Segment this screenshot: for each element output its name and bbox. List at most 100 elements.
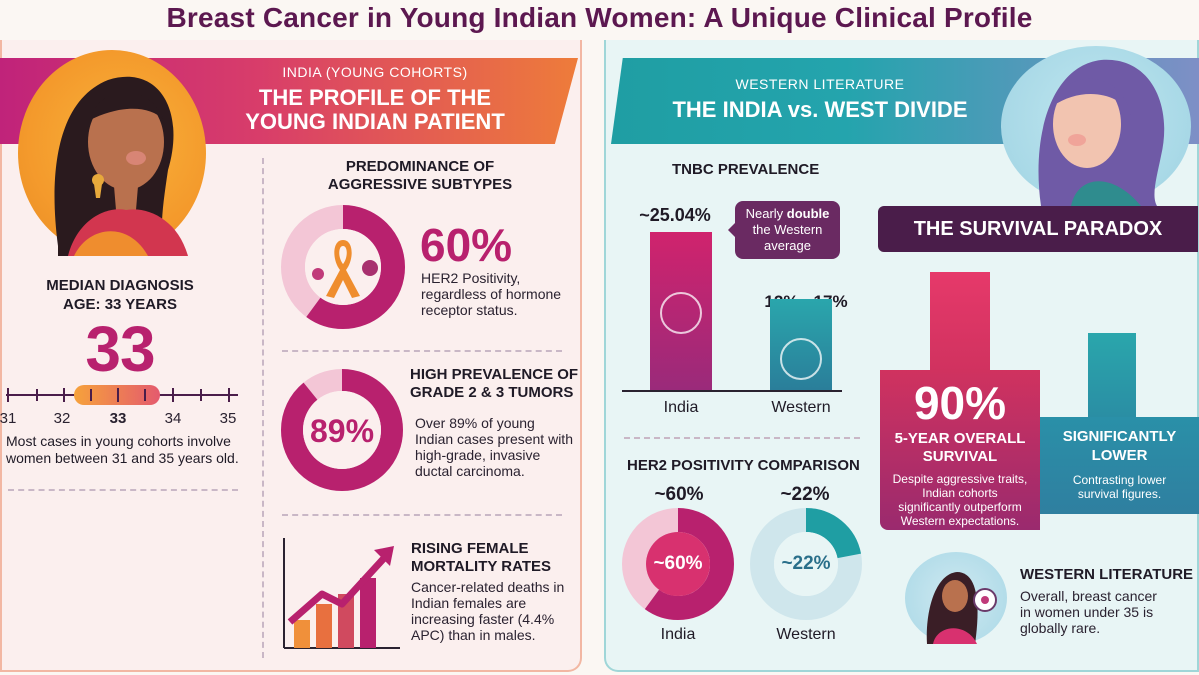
woman-portrait-icon	[1038, 59, 1165, 206]
tick-mark	[172, 388, 174, 402]
survival-west-line2: LOWER	[1091, 447, 1148, 464]
tick-mark	[117, 388, 119, 402]
her2-india-label: India	[660, 626, 696, 643]
her2-india-value: ~60%	[654, 484, 704, 505]
her2-west-value: ~22%	[780, 484, 830, 505]
age-tick-label: 32	[53, 410, 71, 427]
cell-icon	[312, 268, 324, 280]
cell-icon	[362, 260, 378, 276]
age-tick-label: 35	[219, 410, 237, 427]
left-heading-line1: THE PROFILE OF THE	[258, 85, 492, 110]
left-banner-text: INDIA (YOUNG COHORTS) THE PROFILE OF THE…	[200, 64, 550, 134]
median-age-value: 33	[85, 313, 155, 385]
divider	[282, 350, 562, 352]
median-line2: AGE: 33 YEARS	[63, 296, 177, 313]
age-range-scale: 31 32 33 34 35	[0, 384, 238, 432]
tick-mark	[36, 389, 38, 401]
donut-fill	[622, 508, 734, 620]
tick-mark	[7, 388, 9, 402]
tnbc-callout: Nearly double the Western average	[735, 201, 840, 259]
survival-india-value: 90%	[913, 377, 1007, 429]
divider	[8, 489, 238, 491]
grade-heading: HIGH PREVALENCE OF GRADE 2 & 3 TUMORS	[410, 366, 580, 402]
donut-fill	[750, 508, 862, 620]
grade-heading-line1: HIGH PREVALENCE OF	[410, 366, 579, 383]
tnbc-india-label: India	[663, 399, 699, 416]
her2-west-donut	[750, 508, 862, 620]
mortality-heading: RISING FEMALE MORTALITY RATES	[411, 540, 581, 576]
grade-value: 89%	[309, 413, 375, 449]
subtypes-donut-chart	[281, 205, 405, 329]
her2-west-inner: ~22%	[781, 553, 831, 574]
her2-india-donut	[622, 508, 734, 620]
callout-pointer	[728, 222, 736, 238]
grade-donut-chart	[281, 369, 403, 491]
tick-mark	[200, 389, 202, 401]
survival-paradox-banner: THE SURVIVAL PARADOX	[878, 206, 1198, 252]
subtypes-body: HER2 Positivity, regardless of hormone r…	[421, 270, 562, 318]
donut-center	[646, 532, 710, 596]
left-heading-line2: YOUNG INDIAN PATIENT	[245, 109, 505, 134]
tnbc-heading: TNBC PREVALENCE	[672, 161, 820, 178]
right-banner-text: WESTERN LITERATURE THE INDIA vs. WEST DI…	[640, 76, 1000, 122]
median-line1: MEDIAN DIAGNOSIS	[46, 277, 194, 294]
grade-heading-line2: GRADE 2 & 3 TUMORS	[410, 384, 574, 401]
right-kicker: WESTERN LITERATURE	[735, 76, 905, 92]
callout-text: the Western	[752, 222, 823, 237]
her2-west-label: Western	[776, 626, 836, 643]
divider	[282, 514, 562, 516]
left-kicker: INDIA (YOUNG COHORTS)	[282, 64, 468, 80]
donut-fill	[281, 369, 403, 491]
median-diagnosis-heading: MEDIAN DIAGNOSIS AGE: 33 YEARS	[20, 276, 220, 314]
divider	[624, 437, 860, 439]
age-note: Most cases in young cohorts involve wome…	[6, 433, 239, 466]
callout-text: Nearly	[745, 206, 784, 221]
age-tick-label: 33	[109, 410, 127, 427]
tick-mark	[90, 389, 92, 401]
researcher-icon	[926, 572, 997, 644]
donut-center	[774, 532, 838, 596]
cell-cluster-icon	[780, 338, 822, 380]
western-woman-avatar	[1001, 46, 1191, 206]
survival-india-body: Despite aggressive traits, Indian cohort…	[892, 472, 1028, 528]
tnbc-west-label: Western	[771, 399, 831, 416]
survival-india-card: 90% 5-YEAR OVERALL SURVIVAL Despite aggr…	[880, 370, 1040, 530]
mortality-body: Cancer-related deaths in Indian females …	[411, 579, 565, 643]
survival-west-body: Contrasting lower survival figures.	[1072, 473, 1167, 501]
callout-text: average	[764, 238, 811, 253]
mortality-heading-line2: MORTALITY RATES	[411, 558, 551, 575]
survival-india-line2: SURVIVAL	[922, 448, 998, 465]
page-title: Breast Cancer in Young Indian Women: A U…	[166, 2, 1033, 33]
survival-india-bar-top	[930, 272, 990, 372]
tnbc-india-value: ~25.04%	[639, 205, 711, 225]
survival-west-card: SIGNIFICANTLY LOWER Contrasting lower su…	[1040, 417, 1199, 514]
cell-cluster-icon	[660, 292, 702, 334]
tnbc-baseline	[622, 390, 842, 392]
rising-bars-icon	[283, 538, 400, 649]
right-heading: THE INDIA vs. WEST DIVIDE	[672, 97, 968, 122]
woman-microscope-icon	[905, 552, 1007, 644]
age-tick-label: 34	[164, 410, 182, 427]
age-tick-label: 31	[0, 410, 17, 427]
her2-heading: HER2 POSITIVITY COMPARISON	[627, 457, 860, 474]
subtypes-value: 60%	[420, 219, 513, 271]
her2-india-inner: ~60%	[653, 553, 703, 574]
survival-west-line1: SIGNIFICANTLY	[1062, 428, 1177, 445]
western-literature-body: Overall, breast cancer in women under 35…	[1020, 588, 1157, 636]
subtypes-heading-line1: PREDOMINANCE OF	[345, 158, 495, 175]
woman-portrait-icon	[54, 76, 188, 256]
callout-bold: double	[786, 206, 830, 221]
tick-mark	[228, 388, 230, 402]
survival-west-bar-top	[1088, 333, 1136, 417]
awareness-ribbon-icon	[326, 240, 360, 298]
donut-center	[303, 391, 381, 469]
western-literature-heading: WESTERN LITERATURE	[1020, 566, 1194, 583]
grade-body: Over 89% of young Indian cases present w…	[415, 415, 573, 479]
subtypes-heading: PREDOMINANCE OF AGGRESSIVE SUBTYPES	[300, 158, 540, 194]
divider	[262, 158, 264, 658]
subtypes-heading-line2: AGGRESSIVE SUBTYPES	[327, 176, 513, 193]
tick-mark	[63, 388, 65, 402]
indian-woman-avatar	[18, 50, 206, 256]
mortality-heading-line1: RISING FEMALE	[411, 540, 529, 557]
donut-fill	[281, 205, 405, 329]
